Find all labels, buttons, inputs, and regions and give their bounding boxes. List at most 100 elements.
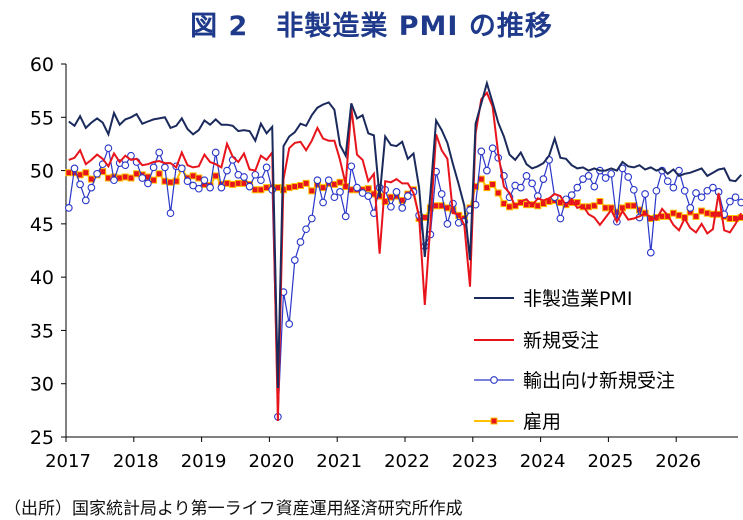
- export-orders-point: [726, 197, 734, 206]
- export-orders-point: [477, 147, 486, 156]
- export-orders-point: [601, 174, 610, 182]
- export-orders-point: [330, 193, 339, 202]
- legend-label: 新規受注: [523, 330, 599, 352]
- export-orders-point: [584, 172, 593, 180]
- employment-point: [506, 203, 513, 211]
- export-orders-point: [709, 183, 717, 192]
- export-orders-point: [539, 175, 548, 183]
- employment-point: [189, 172, 197, 180]
- x-tick-label: 2022: [384, 451, 430, 472]
- export-orders-point: [211, 148, 220, 157]
- chart-title: 図 2 非製造業 PMI の推移: [190, 11, 553, 42]
- x-tick-label: 2021: [316, 451, 362, 472]
- employment-point: [257, 186, 265, 194]
- export-orders-point: [110, 176, 118, 185]
- series-line-nonmanufacturing-pmi: [68, 79, 742, 389]
- export-orders-point: [556, 214, 565, 223]
- employment-point: [483, 184, 491, 192]
- export-orders-point: [285, 320, 294, 328]
- employment-point: [121, 173, 129, 181]
- series-layer: [64, 79, 743, 422]
- export-orders-point: [200, 176, 209, 185]
- employment-point: [585, 203, 593, 211]
- export-orders-point: [189, 181, 197, 190]
- export-orders-point: [324, 176, 333, 185]
- export-orders-point: [590, 182, 599, 191]
- employment-point: [692, 212, 700, 220]
- employment-point: [534, 202, 542, 210]
- employment-point: [698, 207, 706, 215]
- y-tick-label: 35: [30, 320, 54, 342]
- export-orders-point: [686, 204, 695, 212]
- export-orders-point: [307, 214, 316, 223]
- export-orders-point: [680, 186, 689, 195]
- export-orders-point: [669, 183, 678, 192]
- y-tick-label: 45: [30, 214, 54, 236]
- export-orders-point: [629, 185, 638, 194]
- employment-point: [65, 169, 73, 177]
- export-orders-point: [675, 166, 683, 175]
- export-orders-point: [93, 169, 101, 178]
- export-orders-point: [245, 182, 254, 191]
- export-orders-point: [149, 163, 158, 172]
- employment-point: [212, 172, 220, 180]
- employment-point: [381, 197, 389, 205]
- employment-point: [82, 169, 90, 177]
- employment-point: [596, 197, 604, 205]
- axes: 25 30 35 40 45 50 55 60 2017 2018 2019 2020 2021 2022…: [30, 54, 738, 472]
- export-orders-point: [697, 193, 706, 202]
- export-orders-point: [737, 198, 743, 207]
- employment-point: [150, 176, 158, 184]
- employment-point: [602, 204, 610, 212]
- export-orders-point: [607, 169, 616, 178]
- export-orders-point: [579, 175, 587, 183]
- export-orders-point: [731, 193, 740, 202]
- export-orders-point: [483, 166, 491, 175]
- employment-point: [477, 175, 485, 183]
- employment-point: [319, 184, 327, 192]
- employment-point: [364, 185, 372, 193]
- employment-point: [539, 200, 547, 208]
- export-orders-point: [398, 204, 407, 212]
- export-orders-point: [155, 148, 164, 157]
- export-orders-point: [528, 179, 536, 188]
- legend-marker-export-orders: [490, 376, 498, 384]
- export-orders-point: [240, 173, 248, 181]
- y-tick-label: 40: [30, 267, 54, 289]
- export-orders-point: [573, 183, 582, 192]
- employment-point: [675, 211, 683, 219]
- export-orders-point: [703, 186, 712, 195]
- export-orders-point: [76, 180, 84, 189]
- employment-point: [613, 208, 621, 216]
- employment-point: [223, 179, 231, 187]
- export-orders-point: [290, 256, 299, 264]
- export-orders-point: [692, 189, 700, 197]
- x-tick-label: 2023: [452, 451, 498, 472]
- export-orders-point: [624, 173, 633, 181]
- employment-point: [155, 170, 163, 178]
- export-orders-point: [488, 144, 497, 153]
- export-orders-point: [522, 172, 531, 180]
- employment-point: [308, 187, 316, 195]
- legend-marker-employment: [490, 417, 498, 425]
- export-orders-point: [302, 225, 310, 234]
- export-orders-point: [183, 177, 192, 186]
- export-orders-point: [251, 170, 260, 179]
- export-orders-point: [358, 189, 367, 197]
- export-orders-point: [166, 209, 175, 218]
- export-orders-point: [217, 183, 226, 192]
- export-orders-point: [319, 198, 327, 207]
- x-tick-label: 2018: [113, 451, 159, 472]
- export-orders-point: [516, 183, 525, 192]
- export-orders-point: [353, 183, 361, 192]
- export-orders-point: [257, 176, 265, 185]
- employment-point: [172, 177, 180, 185]
- export-orders-point: [364, 192, 373, 200]
- employment-point: [630, 202, 638, 210]
- employment-point: [494, 189, 502, 197]
- export-orders-point: [138, 174, 147, 182]
- employment-point: [133, 170, 141, 178]
- export-orders-point: [64, 204, 73, 212]
- export-orders-point: [194, 184, 203, 193]
